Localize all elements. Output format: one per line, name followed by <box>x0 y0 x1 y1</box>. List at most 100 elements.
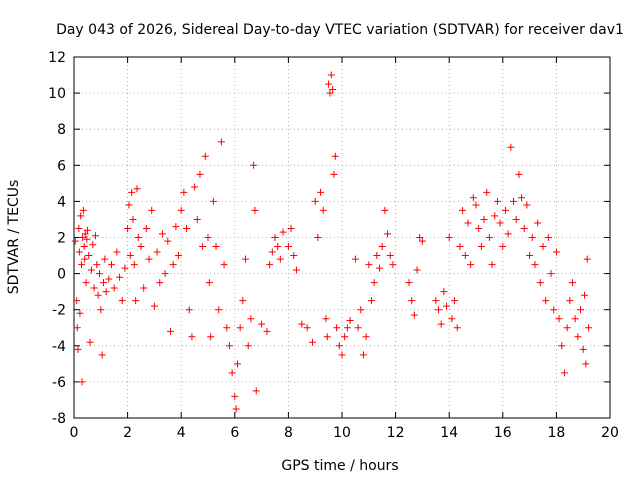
data-point <box>118 297 126 305</box>
data-point <box>536 279 544 287</box>
data-point <box>568 279 576 287</box>
data-point <box>150 302 158 310</box>
data-point <box>161 270 169 278</box>
data-point <box>488 261 496 269</box>
data-point <box>373 252 381 260</box>
y-axis-label: SDTVAR / TECUs <box>6 180 22 295</box>
data-point <box>583 255 591 263</box>
data-point <box>437 320 445 328</box>
data-point <box>169 261 177 269</box>
data-point <box>232 405 240 413</box>
data-point <box>581 291 589 299</box>
data-point <box>77 212 85 220</box>
data-point <box>110 284 118 292</box>
data-point <box>99 279 107 287</box>
data-point <box>571 315 579 323</box>
data-point <box>209 197 217 205</box>
data-point <box>333 324 341 332</box>
data-point <box>97 306 105 314</box>
x-tick-label: 8 <box>284 425 293 441</box>
data-point <box>134 234 142 241</box>
x-tick-label: 0 <box>70 425 79 441</box>
data-point <box>233 360 241 368</box>
data-point <box>223 324 231 332</box>
data-point <box>156 279 164 287</box>
data-point <box>469 194 477 202</box>
data-point <box>563 324 571 332</box>
data-point <box>445 234 453 241</box>
data-point <box>434 306 442 314</box>
data-point <box>558 342 566 350</box>
data-point <box>266 261 274 269</box>
data-point <box>357 306 365 314</box>
data-point <box>71 237 79 245</box>
data-point <box>228 369 236 377</box>
data-point <box>215 306 223 314</box>
data-point <box>459 206 467 214</box>
data-point <box>148 206 156 214</box>
data-point <box>331 152 339 160</box>
data-point <box>87 266 95 274</box>
data-point <box>271 234 279 241</box>
x-tick-label: 18 <box>547 425 565 441</box>
x-tick-label: 6 <box>230 425 239 441</box>
data-point <box>93 261 101 269</box>
data-point <box>386 252 394 260</box>
x-axis-label: GPS time / hours <box>281 458 398 474</box>
data-point <box>472 201 480 209</box>
y-tick-label: 2 <box>57 231 66 247</box>
data-point <box>284 243 292 251</box>
data-point <box>231 392 239 400</box>
data-point <box>504 230 512 238</box>
data-point <box>145 255 153 263</box>
data-point <box>76 309 84 317</box>
data-point <box>75 248 83 256</box>
data-point <box>413 266 421 274</box>
data-point <box>547 270 555 278</box>
y-axis-ticks: -8 -6 -4 -2 0 2 4 6 8 10 12 <box>48 50 610 427</box>
data-point <box>432 297 440 305</box>
data-point <box>201 152 209 160</box>
data-point <box>539 243 547 251</box>
y-tick-label: 12 <box>48 50 66 66</box>
x-tick-label: 10 <box>333 425 351 441</box>
data-point <box>196 170 204 178</box>
x-tick-label: 4 <box>177 425 186 441</box>
data-point <box>367 297 375 305</box>
data-point <box>287 224 295 232</box>
data-point <box>279 228 287 236</box>
data-point <box>81 230 89 238</box>
data-point <box>523 201 531 209</box>
data-point <box>290 252 298 260</box>
data-point <box>461 252 469 260</box>
data-point <box>496 219 504 227</box>
x-tick-label: 14 <box>440 425 458 441</box>
data-point <box>298 320 306 328</box>
y-tick-label: 0 <box>57 267 66 283</box>
data-point <box>480 215 488 223</box>
data-point <box>85 252 93 260</box>
data-point <box>130 261 138 269</box>
data-point <box>276 255 284 263</box>
y-tick-label: -6 <box>52 375 66 391</box>
data-point <box>252 387 260 395</box>
data-point <box>185 306 193 314</box>
data-point <box>327 71 335 79</box>
y-tick-label: 4 <box>57 194 66 210</box>
data-point <box>566 297 574 305</box>
chart-title: Day 043 of 2026, Sidereal Day-to-day VTE… <box>56 22 624 38</box>
data-point <box>359 351 367 359</box>
data-point <box>485 234 493 241</box>
data-point <box>309 338 317 346</box>
data-point <box>303 324 311 332</box>
data-point <box>153 248 161 256</box>
data-point <box>520 224 528 232</box>
data-point <box>188 333 196 341</box>
data-point <box>335 342 343 350</box>
data-point <box>319 206 327 214</box>
data-point <box>378 243 386 251</box>
data-point <box>528 234 536 241</box>
data-point <box>274 243 282 251</box>
data-point <box>408 297 416 305</box>
data-point <box>121 264 129 272</box>
